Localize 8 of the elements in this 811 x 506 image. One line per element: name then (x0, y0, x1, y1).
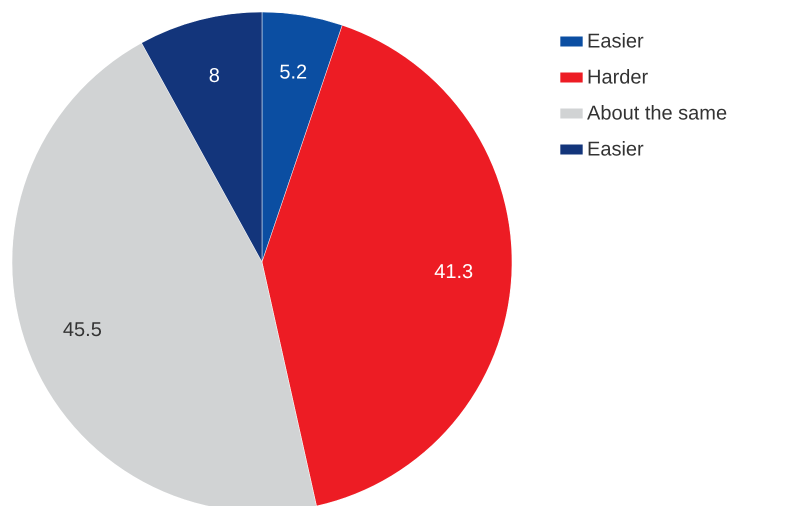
data-label: 5.2 (279, 62, 308, 84)
data-label: 45.5 (62, 318, 102, 341)
legend-label: Harder (587, 66, 648, 88)
legend-label: Easier (587, 30, 644, 52)
legend-label: Easier (587, 138, 644, 160)
data-label: 41.3 (434, 261, 474, 284)
legend-label: About the same (587, 102, 728, 124)
data-label: 8 (208, 65, 220, 88)
